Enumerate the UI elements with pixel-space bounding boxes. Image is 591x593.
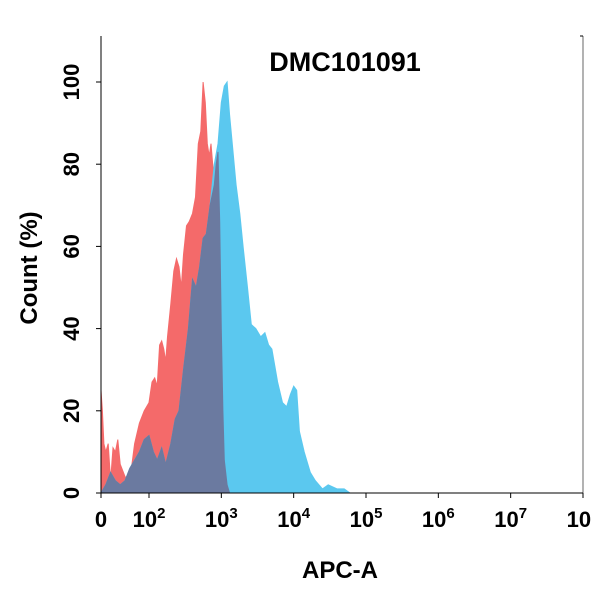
series-layer [100, 80, 366, 494]
x-tick-label: 105 [350, 505, 383, 532]
y-ticks: 0 20 40 60 80 100 [59, 64, 101, 499]
chart-title: DMC101091 [269, 47, 421, 77]
y-tick-label: 0 [59, 487, 84, 499]
y-tick-label: 100 [59, 64, 84, 101]
x-ticks: 0 102 103 104 105 106 107 108 [95, 493, 591, 532]
x-tick-label: 107 [494, 505, 527, 532]
y-tick-label: 60 [59, 234, 84, 258]
y-tick-label: 80 [59, 152, 84, 176]
x-axis-title: APC-A [302, 557, 378, 584]
x-tick-label: 0 [95, 507, 107, 532]
x-tick-label: 108 [567, 505, 591, 532]
x-tick-label: 102 [133, 505, 166, 532]
y-tick-label: 20 [59, 399, 84, 423]
y-tick-label: 40 [59, 316, 84, 340]
x-tick-label: 104 [277, 505, 310, 532]
axes [100, 35, 584, 494]
y-axis-title: Count (%) [16, 211, 43, 324]
x-tick-label: 103 [205, 505, 238, 532]
series-overlap-area [100, 151, 235, 494]
x-tick-label: 106 [422, 505, 455, 532]
